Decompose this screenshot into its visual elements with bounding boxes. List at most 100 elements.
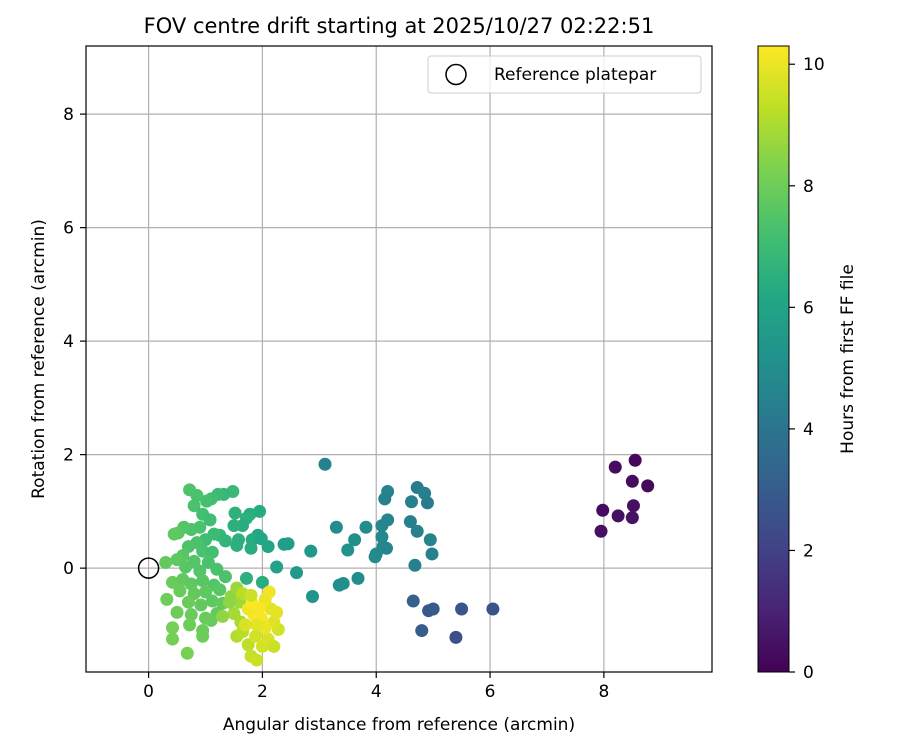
colorbar-tick-label: 2 xyxy=(803,541,814,561)
x-axis-ticks: 0 2 4 6 8 xyxy=(143,672,609,702)
data-point xyxy=(426,602,440,616)
data-point xyxy=(415,624,429,638)
colorbar-tick-label: 6 xyxy=(803,298,814,318)
data-point xyxy=(250,653,264,667)
data-point xyxy=(375,530,389,544)
data-point xyxy=(341,543,355,557)
data-point xyxy=(203,513,217,527)
data-point xyxy=(196,629,210,643)
legend-entry-label: Reference platepar xyxy=(494,65,656,85)
data-point xyxy=(596,503,610,517)
data-point xyxy=(167,527,181,541)
data-point xyxy=(267,639,281,653)
data-point xyxy=(205,545,219,559)
data-point xyxy=(210,562,224,576)
data-point xyxy=(403,515,417,529)
data-point xyxy=(170,605,184,619)
data-point xyxy=(244,588,258,602)
data-point xyxy=(173,584,187,598)
data-point xyxy=(205,594,219,608)
data-point xyxy=(183,483,197,497)
data-point xyxy=(249,629,263,643)
legend-box xyxy=(427,55,702,94)
data-point xyxy=(238,618,252,632)
data-point xyxy=(187,499,201,513)
data-point xyxy=(200,494,214,508)
y-axis-label: Rotation from reference (arcmin) xyxy=(29,219,49,499)
data-point xyxy=(406,594,420,608)
data-point xyxy=(594,524,608,538)
data-point xyxy=(199,585,213,599)
data-point xyxy=(204,613,218,627)
colorbar-tick-label: 8 xyxy=(803,177,814,197)
x-tick-label: 0 xyxy=(143,682,154,702)
y-axis-ticks: 0 2 4 6 8 xyxy=(63,105,86,579)
y-tick-label: 0 xyxy=(63,559,74,579)
data-point xyxy=(239,571,253,585)
colorbar: 0 2 4 6 8 10 Hours from first FF file xyxy=(757,45,858,683)
data-point xyxy=(611,509,625,523)
data-point xyxy=(625,511,639,525)
data-point xyxy=(194,598,208,612)
data-point xyxy=(628,453,642,467)
data-point xyxy=(608,460,622,474)
y-tick-label: 2 xyxy=(63,446,74,466)
data-point xyxy=(180,646,194,660)
data-point xyxy=(305,590,319,604)
data-point xyxy=(281,537,295,551)
data-point xyxy=(181,595,195,609)
data-point xyxy=(213,583,227,597)
data-point xyxy=(196,544,210,558)
data-point xyxy=(378,492,392,506)
data-points xyxy=(159,453,655,667)
data-point xyxy=(486,602,500,616)
data-point xyxy=(196,574,210,588)
data-point xyxy=(159,555,173,569)
x-tick-label: 8 xyxy=(598,682,609,702)
data-point xyxy=(270,560,284,574)
data-point xyxy=(250,618,264,632)
data-point xyxy=(244,541,258,555)
data-point xyxy=(425,547,439,561)
data-point xyxy=(227,519,241,533)
colorbar-label: Hours from first FF file xyxy=(838,264,858,454)
x-tick-label: 6 xyxy=(485,682,496,702)
colorbar-tick-label: 10 xyxy=(803,55,825,75)
x-axis-label: Angular distance from reference (arcmin) xyxy=(223,715,575,735)
data-point xyxy=(408,558,422,572)
data-point xyxy=(183,618,197,632)
y-tick-label: 4 xyxy=(63,332,74,352)
data-point xyxy=(455,602,469,616)
data-point xyxy=(222,595,236,609)
data-point xyxy=(351,571,365,585)
legend: Reference platepar xyxy=(427,55,702,94)
colorbar-gradient xyxy=(757,45,790,673)
data-point xyxy=(348,533,362,547)
data-point xyxy=(423,533,437,547)
data-point xyxy=(230,538,244,552)
data-point xyxy=(241,638,255,652)
data-point xyxy=(184,608,198,622)
data-point xyxy=(329,520,343,534)
data-point xyxy=(270,605,284,619)
y-tick-label: 6 xyxy=(63,219,74,239)
data-point xyxy=(420,496,434,510)
data-point xyxy=(255,575,269,589)
data-point xyxy=(641,479,655,493)
data-point xyxy=(166,575,180,589)
data-point xyxy=(449,630,463,644)
plot-frame xyxy=(85,45,713,673)
data-point xyxy=(359,520,373,534)
data-point xyxy=(332,578,346,592)
chart-title: FOV centre drift starting at 2025/10/27 … xyxy=(144,14,655,38)
data-point xyxy=(379,541,393,555)
data-point xyxy=(626,499,640,513)
data-point xyxy=(381,513,395,527)
reference-platepar-marker xyxy=(137,557,160,579)
legend-marker-icon xyxy=(445,63,467,86)
data-point xyxy=(166,632,180,646)
data-point xyxy=(318,457,332,471)
data-point xyxy=(218,570,232,584)
data-point xyxy=(228,506,242,520)
